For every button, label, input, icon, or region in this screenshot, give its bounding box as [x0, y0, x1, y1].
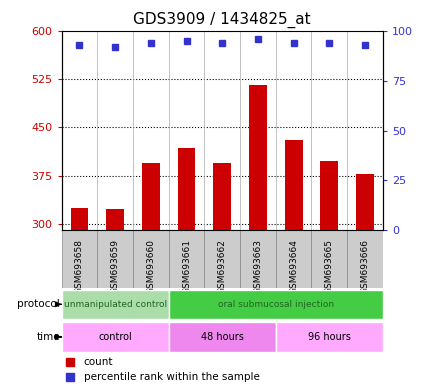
Text: GSM693663: GSM693663	[253, 239, 262, 294]
Text: unmanipulated control: unmanipulated control	[63, 300, 167, 309]
FancyBboxPatch shape	[240, 230, 276, 288]
Text: GSM693658: GSM693658	[75, 239, 84, 294]
FancyBboxPatch shape	[133, 230, 169, 288]
FancyBboxPatch shape	[97, 230, 133, 288]
FancyBboxPatch shape	[62, 322, 169, 352]
Text: GSM693662: GSM693662	[218, 239, 227, 294]
FancyBboxPatch shape	[204, 230, 240, 288]
Text: count: count	[84, 357, 113, 367]
FancyBboxPatch shape	[169, 290, 383, 319]
FancyBboxPatch shape	[347, 230, 383, 288]
Bar	[320, 161, 338, 230]
FancyBboxPatch shape	[276, 230, 312, 288]
Text: GSM693660: GSM693660	[147, 239, 155, 294]
FancyBboxPatch shape	[62, 290, 169, 319]
Text: percentile rank within the sample: percentile rank within the sample	[84, 372, 260, 382]
FancyBboxPatch shape	[62, 230, 97, 288]
Bar	[106, 209, 124, 230]
Text: 48 hours: 48 hours	[201, 332, 244, 342]
Text: control: control	[98, 332, 132, 342]
FancyBboxPatch shape	[169, 322, 276, 352]
Bar	[142, 163, 160, 230]
Text: 96 hours: 96 hours	[308, 332, 351, 342]
Bar	[178, 148, 195, 230]
Bar	[213, 163, 231, 230]
Text: GSM693664: GSM693664	[289, 239, 298, 294]
Text: GSM693666: GSM693666	[360, 239, 370, 294]
Text: GSM693659: GSM693659	[110, 239, 120, 294]
Bar	[356, 174, 374, 230]
Text: time: time	[36, 332, 60, 342]
Text: oral submucosal injection: oral submucosal injection	[218, 300, 334, 309]
Text: GSM693661: GSM693661	[182, 239, 191, 294]
Bar	[249, 86, 267, 230]
Text: GSM693665: GSM693665	[325, 239, 334, 294]
Text: protocol: protocol	[17, 299, 60, 310]
Bar	[285, 140, 303, 230]
FancyBboxPatch shape	[312, 230, 347, 288]
FancyBboxPatch shape	[276, 322, 383, 352]
Title: GDS3909 / 1434825_at: GDS3909 / 1434825_at	[133, 12, 311, 28]
FancyBboxPatch shape	[169, 230, 204, 288]
Bar	[70, 208, 88, 230]
